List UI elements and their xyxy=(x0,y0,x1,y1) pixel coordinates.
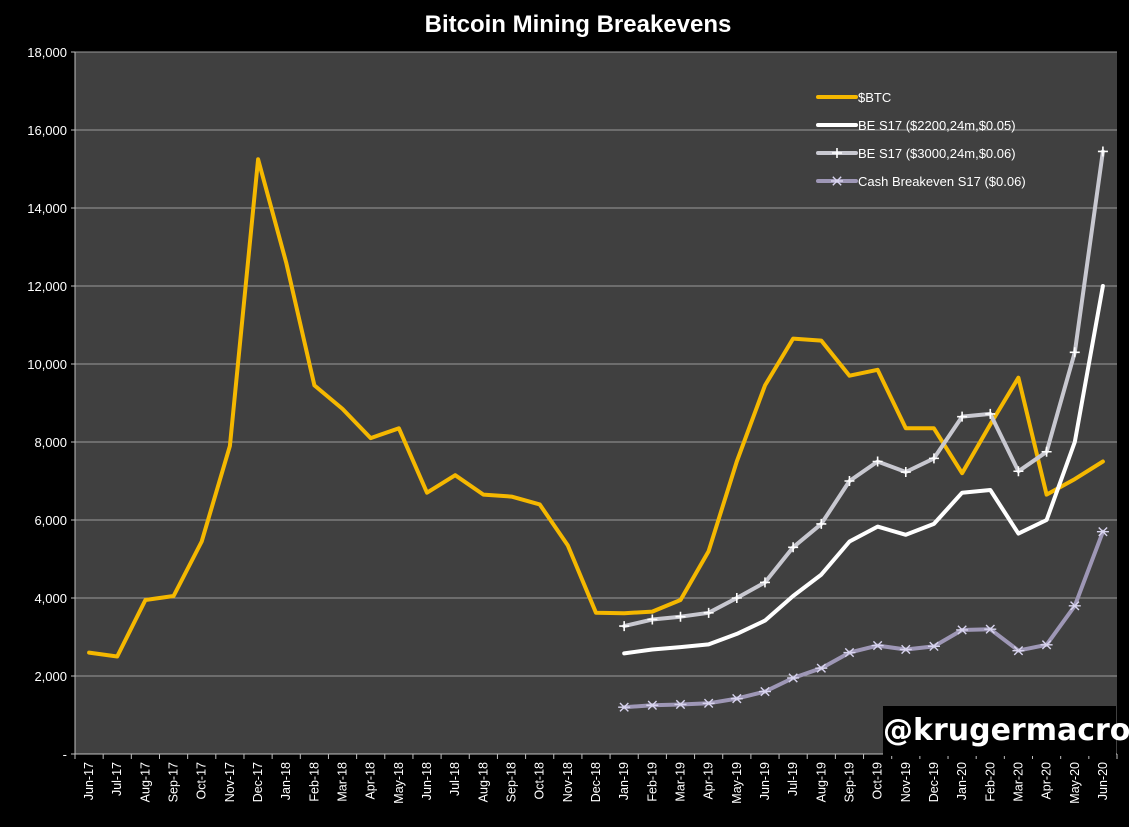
x-tick-label: Apr-20 xyxy=(1040,762,1054,800)
y-tick-label: 10,000 xyxy=(27,357,67,372)
series-point-marker xyxy=(900,467,911,478)
series-point-marker xyxy=(1012,645,1025,656)
series-point-marker xyxy=(1097,146,1108,157)
legend-label: BE S17 ($2200,24m,$0.05) xyxy=(858,118,1016,133)
x-tick-label: Mar-19 xyxy=(673,762,687,802)
legend-label: BE S17 ($3000,24m,$0.06) xyxy=(858,146,1016,161)
series-point-marker xyxy=(674,699,687,710)
x-tick-label: Mar-20 xyxy=(1011,762,1025,802)
series-point-marker xyxy=(1068,601,1081,611)
series-point-marker xyxy=(928,453,939,464)
series-point-marker xyxy=(731,593,742,603)
axes: - 2,000 4,000 6,000 8,000 10,000 12,000 14,000 1… xyxy=(27,45,1118,804)
series-point-marker xyxy=(871,640,884,651)
x-tick-label: Feb-20 xyxy=(983,762,997,802)
series-point-marker xyxy=(1096,527,1109,537)
watermark-text: @krugermacro xyxy=(883,713,1129,748)
series-point-marker xyxy=(957,411,968,422)
series-point-marker xyxy=(703,607,714,618)
x-tick-label: Apr-18 xyxy=(364,762,378,800)
x-tick-label: Jun-18 xyxy=(420,762,434,800)
series-point-marker xyxy=(1069,347,1080,358)
series-point-marker xyxy=(927,641,940,652)
x-tick-label: Dec-18 xyxy=(589,762,603,802)
series-point-marker xyxy=(815,663,828,673)
y-tick-label: 18,000 xyxy=(27,45,67,60)
series-point-marker xyxy=(647,614,658,625)
series-point-marker xyxy=(788,542,799,553)
x-tick-label: Nov-18 xyxy=(561,762,575,802)
series-point-marker xyxy=(1013,466,1024,477)
legend-marker xyxy=(831,176,843,186)
series-point-marker xyxy=(730,693,743,704)
watermark-box: @krugermacro xyxy=(883,706,1129,756)
y-tick-label: 14,000 xyxy=(27,201,67,216)
x-tick-label: Aug-19 xyxy=(814,762,828,802)
y-tick-label: 12,000 xyxy=(27,279,67,294)
series-point-marker xyxy=(758,686,771,697)
legend-label: $BTC xyxy=(858,90,891,105)
y-tick-label: 8,000 xyxy=(34,435,67,450)
legend: $BTC BE S17 ($2200,24m,$0.05) BE S17 ($300… xyxy=(816,90,1026,189)
series-point-marker xyxy=(956,625,969,635)
x-tick-label: May-18 xyxy=(392,762,406,804)
series-point-marker xyxy=(1040,640,1053,650)
x-tick-label: Jul-19 xyxy=(786,762,800,796)
series-point-marker xyxy=(1041,446,1052,457)
x-tick-label: Apr-19 xyxy=(702,762,716,800)
x-tick-label: Aug-18 xyxy=(476,762,490,802)
series-line xyxy=(87,157,1105,659)
x-tick-label: Sep-19 xyxy=(842,762,856,802)
x-tick-label: Jun-20 xyxy=(1096,762,1110,800)
x-tick-label: Feb-19 xyxy=(645,762,659,802)
x-tick-label: Sep-17 xyxy=(167,762,181,802)
series-point-marker xyxy=(984,624,997,634)
series-point-marker xyxy=(816,518,827,529)
series-point-marker xyxy=(843,647,856,658)
x-tick-label: Oct-18 xyxy=(533,762,547,800)
series-point-marker xyxy=(872,456,883,467)
plot-area xyxy=(75,52,1117,754)
series-lines xyxy=(87,146,1109,712)
series-point-marker xyxy=(899,644,912,655)
legend-label: Cash Breakeven S17 ($0.06) xyxy=(858,174,1026,189)
series-point-marker xyxy=(619,621,630,632)
x-tick-label: May-19 xyxy=(730,762,744,804)
y-tick-label: 4,000 xyxy=(34,591,67,606)
x-tick-label: Jun-19 xyxy=(758,762,772,800)
x-tick-label: Sep-18 xyxy=(505,762,519,802)
series-point-marker xyxy=(844,476,855,486)
x-tick-label: Nov-19 xyxy=(899,762,913,802)
series-line xyxy=(622,284,1105,656)
x-tick-label: Dec-19 xyxy=(927,762,941,802)
x-tick-label: Aug-17 xyxy=(138,762,152,802)
x-tick-label: Jul-18 xyxy=(448,762,462,796)
y-tick-label: 6,000 xyxy=(34,513,67,528)
x-tick-label: Oct-19 xyxy=(871,762,885,800)
legend-marker xyxy=(832,148,842,158)
series-point-marker xyxy=(675,611,686,622)
x-tick-label: Jan-18 xyxy=(279,762,293,800)
series-point-marker xyxy=(759,577,770,588)
x-tick-label: May-20 xyxy=(1068,762,1082,804)
chart-title: Bitcoin Mining Breakevens xyxy=(425,11,732,38)
x-tick-label: Oct-17 xyxy=(195,762,209,800)
x-tick-label: Jan-19 xyxy=(617,762,631,800)
y-tick-label: - xyxy=(63,747,67,762)
series-point-marker xyxy=(787,673,800,683)
series-point-marker xyxy=(985,408,996,419)
y-tick-label: 2,000 xyxy=(34,669,67,684)
x-tick-label: Jun-17 xyxy=(82,762,96,800)
x-tick-label: Nov-17 xyxy=(223,762,237,802)
x-tick-label: Feb-18 xyxy=(307,762,321,802)
x-tick-label: Jul-17 xyxy=(110,762,124,796)
series-point-marker xyxy=(618,702,631,712)
x-tick-label: Jan-20 xyxy=(955,762,969,800)
series-point-marker xyxy=(646,700,659,710)
x-tick-label: Mar-18 xyxy=(336,762,350,802)
y-tick-label: 16,000 xyxy=(27,123,67,138)
x-tick-label: Dec-17 xyxy=(251,762,265,802)
series-point-marker xyxy=(702,698,715,708)
